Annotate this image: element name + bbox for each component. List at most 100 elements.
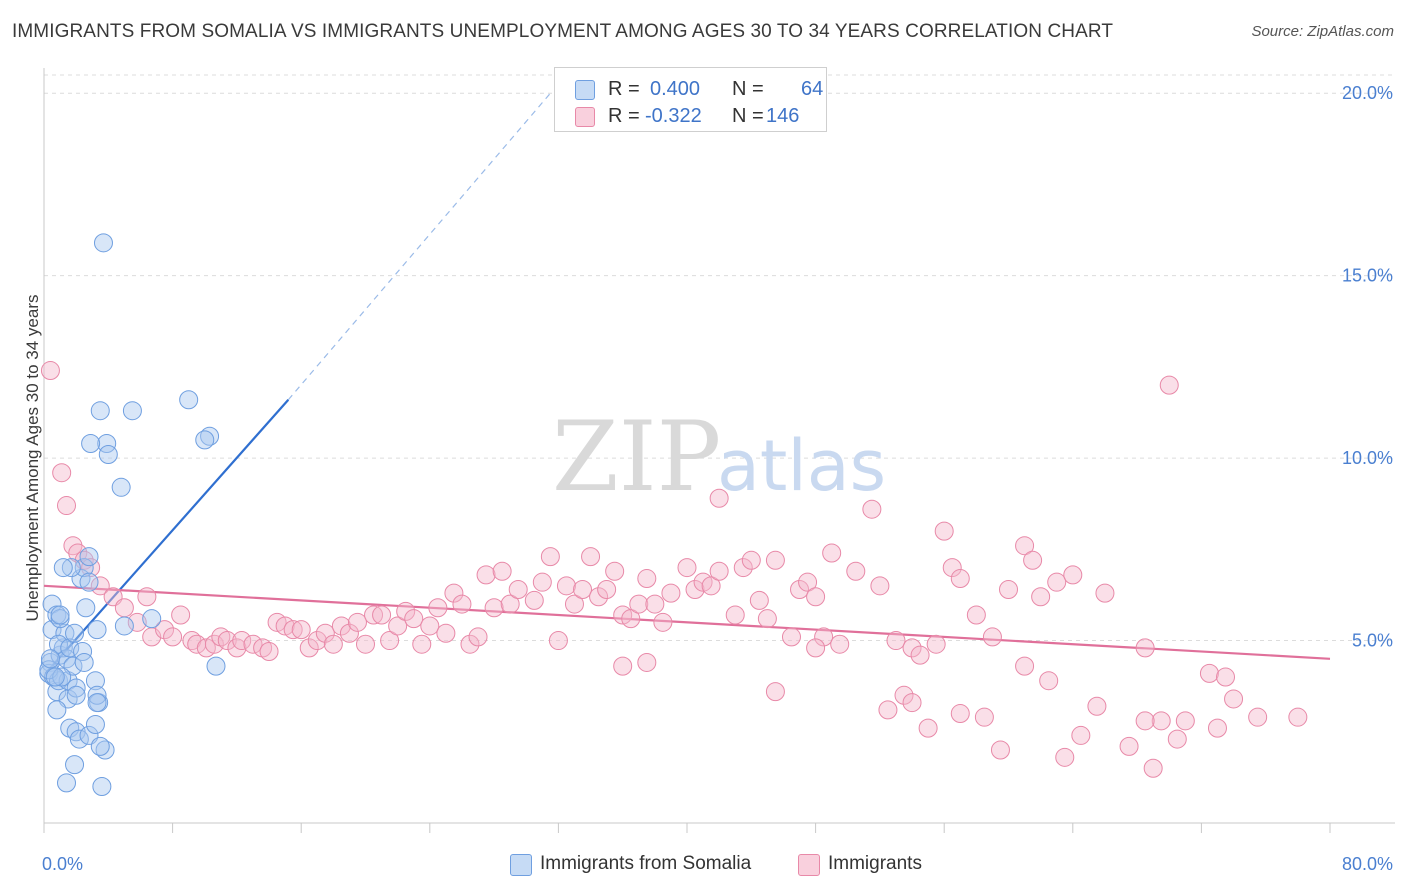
point-immigrants: [902, 693, 922, 713]
legend-label-somalia: Immigrants from Somalia: [540, 853, 752, 874]
point-immigrants: [918, 718, 938, 738]
point-immigrants: [934, 521, 954, 541]
point-somalia: [87, 685, 107, 705]
point-immigrants: [741, 550, 761, 570]
point-immigrants: [564, 594, 584, 614]
point-somalia: [81, 434, 101, 454]
y-axis-title: Unemployment Among Ages 30 to 34 years: [23, 295, 42, 622]
point-immigrants: [950, 569, 970, 589]
point-immigrants: [637, 652, 657, 672]
point-somalia: [66, 685, 86, 705]
point-immigrants: [452, 594, 472, 614]
point-immigrants: [243, 634, 263, 654]
point-immigrants: [781, 627, 801, 647]
point-immigrants: [1063, 565, 1083, 585]
point-immigrants: [259, 642, 279, 662]
point-immigrants: [540, 547, 560, 567]
point-immigrants: [902, 638, 922, 658]
point-immigrants: [420, 616, 440, 636]
point-somalia: [90, 401, 110, 421]
point-immigrants: [1135, 638, 1155, 658]
point-somalia: [195, 430, 215, 450]
trend-extension-somalia: [287, 92, 551, 401]
point-somalia: [87, 620, 107, 640]
point-immigrants: [291, 620, 311, 640]
y-tick-label: 20.0%: [1342, 83, 1393, 103]
point-immigrants: [1248, 707, 1268, 727]
point-immigrants: [1224, 689, 1244, 709]
point-immigrants: [709, 561, 729, 581]
point-immigrants: [1015, 536, 1035, 556]
point-somalia: [40, 649, 60, 669]
point-immigrants: [597, 579, 617, 599]
legend-swatch-immigrants: [575, 107, 595, 127]
tick-labels: 5.0% 10.0% 15.0% 20.0% 0.0% 80.0%: [42, 83, 1393, 874]
point-immigrants: [204, 634, 224, 654]
point-immigrants: [1159, 375, 1179, 395]
point-somalia: [90, 736, 110, 756]
point-somalia: [48, 634, 68, 654]
point-immigrants: [621, 609, 641, 629]
point-immigrants: [974, 707, 994, 727]
point-immigrants: [966, 605, 986, 625]
point-immigrants: [347, 612, 367, 632]
point-immigrants: [677, 558, 697, 578]
point-immigrants: [685, 579, 705, 599]
point-immigrants: [1288, 707, 1308, 727]
point-immigrants: [171, 605, 191, 625]
n-label: N =: [732, 105, 764, 127]
point-immigrants: [356, 634, 375, 654]
point-somalia: [74, 652, 94, 672]
point-somalia: [65, 755, 85, 775]
point-immigrants: [1175, 711, 1195, 731]
point-immigrants: [1087, 696, 1107, 716]
point-immigrants: [573, 579, 593, 599]
point-immigrants: [339, 623, 359, 643]
point-somalia: [48, 671, 68, 691]
point-immigrants: [894, 685, 914, 705]
point-somalia: [85, 714, 105, 734]
n-value: 146: [766, 105, 800, 127]
point-somalia: [53, 558, 73, 578]
n-label: N =: [732, 78, 764, 100]
gridlines: [44, 74, 1395, 642]
point-immigrants: [1023, 550, 1043, 570]
point-immigrants: [798, 572, 818, 592]
point-immigrants: [532, 572, 552, 592]
point-immigrants: [1207, 718, 1227, 738]
r-value: -0.322: [645, 105, 702, 127]
point-somalia: [98, 444, 118, 464]
legend-label-immigrants: Immigrants: [828, 853, 922, 874]
point-immigrants: [396, 601, 416, 621]
watermark: ZIP atlas: [552, 401, 886, 513]
point-immigrants: [725, 605, 745, 625]
point-immigrants: [508, 579, 528, 599]
y-tick-label: 5.0%: [1352, 631, 1393, 651]
point-somalia: [179, 390, 199, 410]
point-immigrants: [40, 361, 60, 381]
point-somalia: [69, 729, 89, 749]
point-immigrants: [637, 569, 657, 589]
point-immigrants: [942, 558, 962, 578]
point-immigrants: [701, 576, 721, 596]
point-somalia: [206, 656, 226, 676]
point-immigrants: [613, 656, 633, 676]
point-somalia: [92, 777, 112, 797]
point-somalia: [60, 718, 80, 738]
point-immigrants: [232, 631, 252, 651]
point-somalia: [114, 616, 134, 636]
point-immigrants: [1199, 663, 1219, 683]
point-immigrants: [476, 565, 496, 585]
point-immigrants: [757, 609, 777, 629]
point-immigrants: [484, 598, 504, 618]
point-immigrants: [163, 627, 183, 647]
point-immigrants: [217, 631, 237, 651]
point-immigrants: [870, 576, 890, 596]
point-immigrants: [211, 627, 231, 647]
point-somalia: [65, 623, 85, 643]
point-immigrants: [886, 631, 906, 651]
point-immigrants: [1039, 671, 1059, 691]
point-immigrants: [315, 623, 335, 643]
point-immigrants: [982, 627, 1002, 647]
point-immigrants: [52, 463, 72, 483]
